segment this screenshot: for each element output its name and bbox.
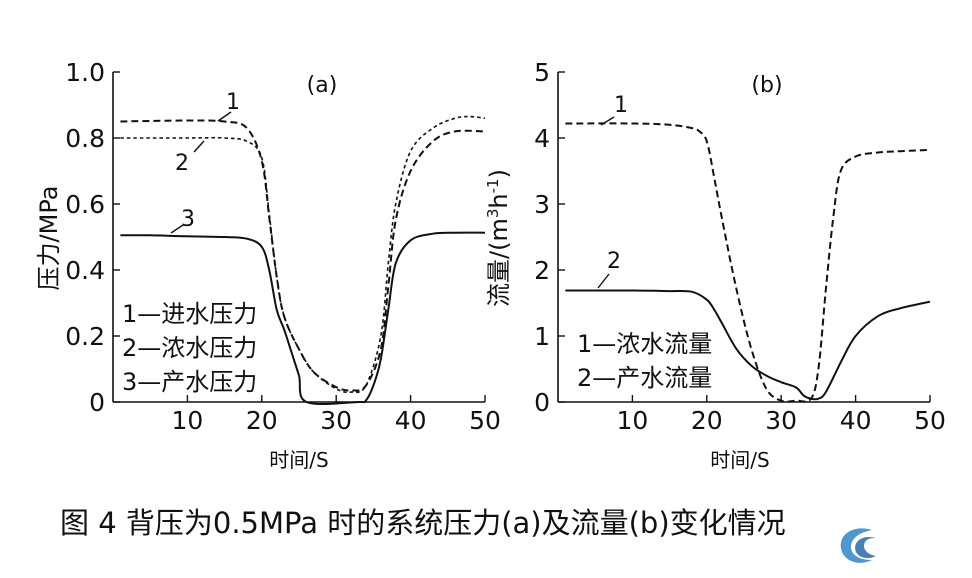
panel-b-x-tick-label: 30 <box>765 406 797 435</box>
wave-logo-icon <box>840 528 876 563</box>
panel-a-label: (a) <box>307 73 338 98</box>
panel-b-legend-entry: 2—产水流量 <box>577 364 712 392</box>
panel-a-y-tick-label: 0.6 <box>65 190 105 219</box>
panel-a-y-tick-label: 0 <box>89 388 105 417</box>
panel-a-series-label-1: 1 <box>226 90 240 115</box>
panel-b-y-tick-label: 1 <box>534 322 550 351</box>
panel-b-x-tick-label: 20 <box>691 406 723 435</box>
panel-b-y-tick-label: 0 <box>534 388 550 417</box>
panel-b-x-axis-title: 时间/S <box>710 448 769 472</box>
panel-b-series-leader <box>597 273 610 289</box>
panel-a-x-tick-label: 30 <box>320 406 352 435</box>
panel-b-y-tick-label: 3 <box>534 190 550 219</box>
panel-a-series-leader <box>170 224 184 234</box>
panel-a-series-label-3: 3 <box>181 207 195 232</box>
panel-a-series-leader <box>217 111 232 122</box>
panel-a-series-leader <box>193 140 205 153</box>
panel-a-y-tick-label: 1.0 <box>65 58 105 87</box>
panel-a-series-line-2 <box>120 115 486 394</box>
panel-a-x-tick-label: 40 <box>395 406 427 435</box>
panel-a-x-tick-label: 20 <box>246 406 278 435</box>
panel-a-x-axis-title: 时间/S <box>269 448 328 472</box>
panel-b-label: (b) <box>751 73 782 98</box>
panel-a-x-tick-label: 10 <box>171 406 203 435</box>
panel-b-series-leader <box>600 116 615 126</box>
panel-a-series-line-3 <box>120 231 486 406</box>
panel-b-y-tick-label: 2 <box>534 256 550 285</box>
panel-a-y-tick-label: 0.4 <box>65 256 105 285</box>
panel-a-y-tick-label: 0.2 <box>65 322 105 351</box>
panel-b-series-line-2 <box>565 289 931 401</box>
panel-a-series-label-2: 2 <box>175 151 189 176</box>
panel-a-legend-entry: 1—进水压力 <box>122 300 257 328</box>
panel-b-series-label-1: 1 <box>614 93 628 118</box>
panel-b-series-line-1 <box>565 122 931 403</box>
panel-a-legend-entry: 3—产水压力 <box>122 368 257 396</box>
panel-b-y-tick-label: 5 <box>534 58 550 87</box>
panel-a-y-tick-label: 0.8 <box>65 124 105 153</box>
panel-b-series-label-2: 2 <box>607 249 621 274</box>
panel-a-legend-entry: 2—浓水压力 <box>122 334 257 362</box>
panel-a-x-tick-label: 50 <box>469 406 501 435</box>
panel-a-series-line-1 <box>120 119 486 392</box>
panel-b-x-tick-label: 50 <box>914 406 946 435</box>
panel-b-legend-entry: 1—浓水流量 <box>577 330 712 358</box>
panel-b-x-tick-label: 10 <box>616 406 648 435</box>
panel-a-y-axis-title: 压力/MPa <box>35 186 63 291</box>
figure-caption: 图 4 背压为0.5MPa 时的系统压力(a)及流量(b)变化情况 <box>60 506 786 540</box>
panel-b-y-tick-label: 4 <box>534 124 550 153</box>
panel-b-x-tick-label: 40 <box>840 406 872 435</box>
panel-b-y-axis-title: 流量/(m3h-1) <box>484 169 513 307</box>
